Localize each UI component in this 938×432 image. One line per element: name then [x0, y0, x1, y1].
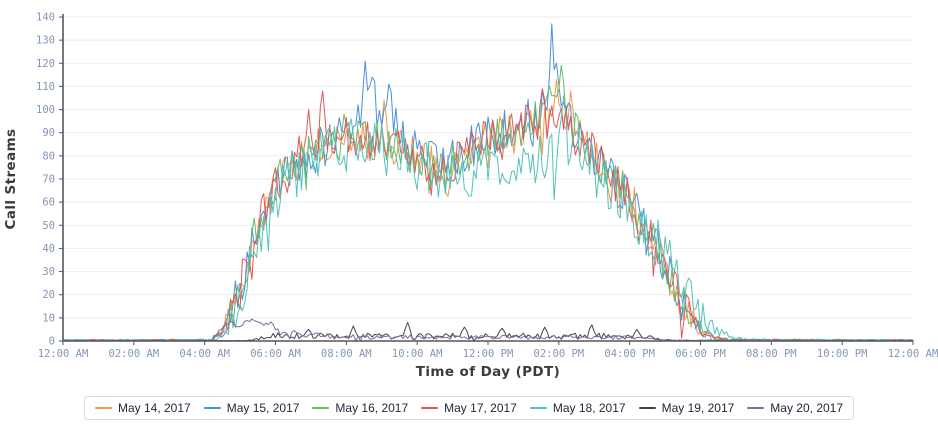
y-axis-title: Call Streams — [3, 129, 19, 230]
y-tick-label: 110 — [36, 81, 55, 93]
y-tick-label: 70 — [42, 174, 55, 186]
y-tick-label: 100 — [36, 104, 55, 116]
x-tick-label: 08:00 PM — [746, 348, 797, 360]
legend-label: May 17, 2017 — [444, 401, 517, 415]
x-tick-label: 12:00 PM — [463, 348, 514, 360]
y-tick-label: 130 — [36, 35, 55, 47]
chart-plot-area: 0 10 20 30 40 50 60 70 80 90 100 110 120 130 140 12:00… — [3, 12, 938, 381]
series-line-may-16-2017 — [62, 65, 914, 342]
legend-swatch — [747, 407, 765, 409]
x-tick-label: 12:00 AM — [888, 348, 938, 360]
series-line-may-20-2017 — [62, 318, 914, 342]
legend-label: May 20, 2017 — [770, 401, 844, 415]
legend-item-may-14-2017[interactable]: May 14, 2017 — [94, 401, 191, 415]
x-axis-tick-labels: 12:00 AM 02:00 AM 04:00 AM 06:00 AM 08:00 AM… — [38, 348, 938, 360]
x-tick-label: 06:00 AM — [250, 348, 301, 360]
y-tick-label: 40 — [42, 243, 55, 255]
y-tick-label: 20 — [42, 289, 55, 301]
x-tick-label: 04:00 AM — [179, 348, 230, 360]
x-tick-label: 04:00 PM — [604, 348, 655, 360]
y-tick-label: 30 — [42, 266, 55, 278]
x-tick-label: 10:00 PM — [817, 348, 868, 360]
legend-box: May 14, 2017 May 15, 2017 May 16, 2017 May … — [83, 396, 855, 420]
legend-label: May 19, 2017 — [661, 401, 735, 415]
grid-lines — [63, 16, 913, 319]
series-lines — [62, 23, 914, 342]
x-tick-label: 10:00 AM — [392, 348, 443, 360]
y-tick-label: 120 — [36, 58, 55, 70]
legend-swatch — [421, 407, 439, 409]
y-tick-label: 0 — [49, 336, 55, 348]
x-axis-title: Time of Day (PDT) — [416, 364, 560, 380]
legend-swatch — [312, 407, 330, 409]
legend-item-may-20-2017[interactable]: May 20, 2017 — [747, 401, 843, 415]
y-axis-tick-labels: 0 10 20 30 40 50 60 70 80 90 100 110 120 130 140 — [36, 12, 55, 348]
x-tick-label: 12:00 AM — [38, 348, 89, 360]
chart-legend: May 14, 2017 May 15, 2017 May 16, 2017 May … — [0, 396, 938, 420]
y-tick-label: 50 — [42, 220, 55, 232]
x-tick-label: 08:00 AM — [321, 348, 372, 360]
legend-item-may-17-2017[interactable]: May 17, 2017 — [421, 401, 517, 415]
legend-label: May 15, 2017 — [226, 401, 300, 415]
legend-item-may-18-2017[interactable]: May 18, 2017 — [529, 401, 626, 415]
legend-swatch — [203, 407, 221, 409]
legend-item-may-15-2017[interactable]: May 15, 2017 — [203, 401, 300, 415]
x-tick-label: 02:00 AM — [109, 348, 160, 360]
x-tick-label: 06:00 PM — [675, 348, 726, 360]
series-line-may-15-2017 — [62, 23, 914, 342]
legend-label: May 14, 2017 — [117, 401, 191, 415]
legend-label: May 18, 2017 — [552, 401, 626, 415]
y-tick-label: 60 — [42, 197, 55, 209]
y-tick-label: 90 — [42, 127, 55, 139]
series-line-may-17-2017 — [62, 88, 914, 342]
y-tick-label: 10 — [42, 312, 55, 324]
legend-swatch — [94, 407, 112, 409]
y-tick-label: 80 — [42, 150, 55, 162]
y-tick-label: 140 — [36, 12, 55, 24]
axes — [59, 14, 914, 345]
legend-item-may-19-2017[interactable]: May 19, 2017 — [638, 401, 735, 415]
legend-item-may-16-2017[interactable]: May 16, 2017 — [312, 401, 408, 415]
legend-swatch — [638, 407, 656, 409]
legend-swatch — [529, 407, 547, 409]
series-line-may-19-2017 — [62, 322, 914, 342]
legend-label: May 16, 2017 — [335, 401, 409, 415]
x-tick-label: 02:00 PM — [534, 348, 585, 360]
